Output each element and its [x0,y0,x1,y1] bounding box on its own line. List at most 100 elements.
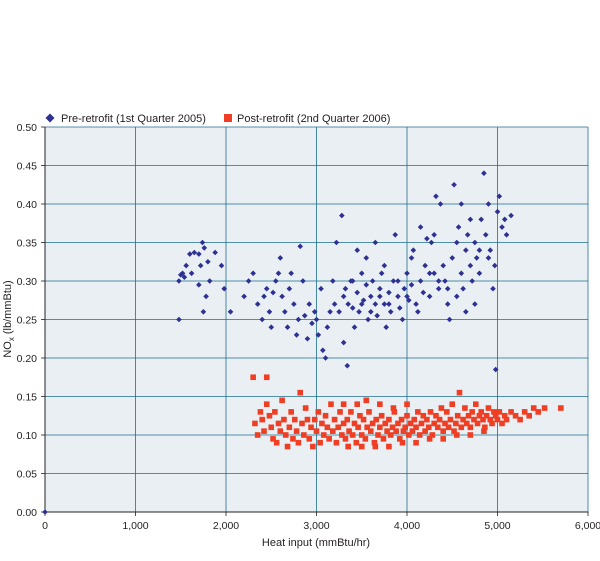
data-point-post-retrofit [263,401,270,407]
y-tick-label: 0.05 [17,469,38,481]
data-point-post-retrofit [315,409,322,415]
data-point-pre-retrofit [331,301,338,307]
data-point-pre-retrofit [435,278,442,284]
data-point-pre-retrofit [476,270,483,277]
data-point-pre-retrofit [415,309,421,315]
data-point-pre-retrofit [433,193,439,200]
data-point-pre-retrofit [327,309,333,315]
data-point-post-retrofit [380,436,387,442]
data-point-pre-retrofit [410,247,417,253]
data-point-post-retrofit [396,436,403,442]
data-point-post-retrofit [431,420,437,427]
data-point-pre-retrofit [311,309,318,315]
data-point-post-retrofit [425,424,432,431]
data-point-post-retrofit [399,439,406,446]
data-point-pre-retrofit [381,262,388,269]
data-point-pre-retrofit [386,289,392,296]
data-point-post-retrofit [404,412,410,419]
data-point-pre-retrofit [485,201,492,207]
data-point-post-retrofit [407,420,414,427]
data-point-post-retrofit [369,420,376,427]
axes: 0.00 0.05 0.10 0.15 0.20 0.25 0.30 0.35 0.40 0.45… [17,122,600,532]
data-point-post-retrofit [535,409,542,415]
data-point-post-retrofit [526,412,532,419]
data-point-pre-retrofit [426,293,433,300]
data-point-pre-retrofit [339,212,345,219]
data-point-post-retrofit [326,436,332,442]
data-point-pre-retrofit [206,278,213,284]
data-point-post-retrofit [257,409,264,415]
data-point-pre-retrofit [368,293,374,300]
data-point-post-retrofit [453,420,459,427]
data-point-pre-retrofit [442,278,448,284]
data-point-post-retrofit [463,420,470,427]
data-point-pre-retrofit [420,289,427,296]
data-point-post-retrofit [465,412,472,419]
data-point-post-retrofit [508,409,514,415]
data-point-post-retrofit [357,412,363,419]
data-point-post-retrofit [485,405,492,411]
x-tick-label: 3,000 [303,520,329,532]
data-point-post-retrofit [291,416,298,423]
y-tick-label: 0.10 [17,430,38,442]
data-point-pre-retrofit [227,309,234,315]
data-point-post-retrofit [499,420,505,427]
data-point-pre-retrofit [401,285,408,292]
data-point-pre-retrofit [473,255,480,261]
data-point-post-retrofit [483,412,490,419]
data-point-pre-retrofit [428,239,435,246]
data-point-pre-retrofit [191,249,198,256]
data-point-post-retrofit [467,424,474,431]
data-point-post-retrofit [415,409,421,415]
data-point-pre-retrofit [42,509,48,515]
data-point-pre-retrofit [270,289,276,296]
y-tick-label: 0.25 [17,315,38,327]
data-point-pre-retrofit [354,289,361,296]
data-point-pre-retrofit [463,309,469,315]
data-point-pre-retrofit [408,255,415,261]
data-point-pre-retrofit [358,301,365,307]
data-point-pre-retrofit [282,309,288,315]
data-point-post-retrofit [472,401,479,407]
data-point-pre-retrofit [354,247,361,253]
data-point-post-retrofit [273,439,280,446]
data-point-pre-retrofit [499,224,505,230]
data-point-pre-retrofit [261,293,267,300]
data-point-pre-retrofit [404,270,410,277]
data-point-post-retrofit [304,416,311,423]
data-point-pre-retrofit [431,270,437,277]
data-point-post-retrofit [306,436,313,442]
data-point-post-retrofit [335,424,342,431]
data-point-pre-retrofit [324,324,331,330]
y-axis-label-rest: (lb/mmBtu) [2,280,14,337]
data-point-pre-retrofit [377,285,383,292]
data-point-pre-retrofit [263,285,270,292]
data-point-pre-retrofit [392,232,399,238]
data-point-post-retrofit [541,405,548,411]
data-point-pre-retrofit [284,324,291,330]
y-tick-label: 0.50 [17,122,38,134]
data-point-pre-retrofit [472,239,478,246]
data-point-post-retrofit [261,428,267,434]
data-point-pre-retrofit [301,312,308,319]
data-point-post-retrofit [400,428,407,434]
data-point-post-retrofit [456,389,463,396]
data-point-post-retrofit [311,416,318,423]
data-point-post-retrofit [402,424,408,431]
data-point-post-retrofit [259,416,265,423]
data-point-pre-retrofit [463,247,469,253]
data-point-pre-retrofit [176,316,182,323]
data-point-pre-retrofit [395,293,401,300]
data-point-post-retrofit [398,416,405,423]
y-axis-label-subscript: x [7,337,16,341]
data-point-pre-retrofit [349,305,356,311]
data-point-post-retrofit [386,416,392,423]
data-point-post-retrofit [290,436,296,442]
data-point-post-retrofit [467,432,474,438]
data-point-pre-retrofit [241,293,247,300]
data-point-post-retrofit [349,432,356,438]
data-point-pre-retrofit [315,332,322,338]
data-point-pre-retrofit [460,285,466,292]
data-point-post-retrofit [281,416,287,423]
data-point-post-retrofit [460,416,466,423]
